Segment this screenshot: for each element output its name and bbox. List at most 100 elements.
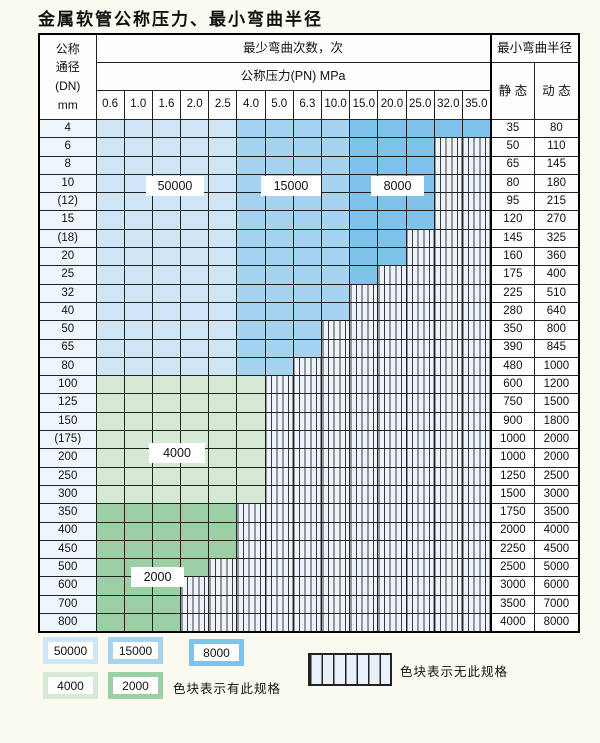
dynamic-radius-value: 640: [534, 301, 580, 322]
pn-cell-unavailable: [377, 503, 407, 523]
pn-cell-unavailable: [349, 411, 379, 432]
pn-cell-available: [236, 283, 266, 303]
pn-cell-unavailable: [405, 594, 435, 615]
pn-cell-available: [264, 265, 294, 285]
pn-cell-available: [405, 210, 435, 230]
pn-cell-available: [320, 210, 351, 230]
pn-cell-unavailable: [292, 430, 323, 450]
pn-cell-available: [264, 118, 294, 139]
pn-cell-available: [180, 283, 210, 303]
pn-cell-available: [208, 393, 238, 413]
pn-cell-available: [123, 375, 153, 395]
pn-cell-available: [349, 118, 379, 139]
pn-cell-available: [180, 247, 210, 267]
pn-cell-available: [236, 484, 266, 505]
pn-cell-available: [208, 118, 238, 139]
pn-cell-available: [377, 118, 407, 139]
static-radius-value: 145: [489, 228, 536, 249]
pn-cell-unavailable: [264, 393, 294, 413]
pn-cell-unavailable: [377, 576, 407, 596]
pn-cell-available: [95, 210, 125, 230]
table-row: 100 600 1200: [38, 375, 580, 395]
pn-cell-available: [123, 539, 153, 560]
pn-cell-available: [236, 466, 266, 486]
pn-cell-unavailable: [433, 356, 463, 377]
pn-cell-available: [320, 155, 351, 175]
pn-cell-available: [208, 448, 238, 468]
pn-cell-unavailable: [461, 375, 492, 395]
pn-cell-available: [208, 356, 238, 377]
cycle-label-15000: 15000: [261, 176, 321, 196]
pn-cell-unavailable: [320, 521, 351, 541]
dn-cell: 50: [38, 320, 97, 340]
legend-swatch-label: 8000: [194, 644, 239, 661]
pn-cell-unavailable: [236, 576, 266, 596]
pn-cell-available: [95, 375, 125, 395]
pn-cell-available: [320, 228, 351, 249]
dynamic-radius-value: 270: [534, 210, 580, 230]
pn-cell-unavailable: [292, 503, 323, 523]
pn-cell-available: [349, 192, 379, 212]
dynamic-radius-value: 400: [534, 265, 580, 285]
table-row: 50 350 800: [38, 320, 580, 340]
dynamic-radius-value: 80: [534, 118, 580, 139]
pn-cell-available: [123, 265, 153, 285]
pn-column-header: 0.6: [95, 90, 125, 120]
pn-cell-unavailable: [377, 484, 407, 505]
legend-swatch-2000: 2000: [108, 672, 163, 699]
static-radius-value: 120: [489, 210, 536, 230]
table-row: 4 35 80: [38, 118, 580, 139]
pn-cell-available: [208, 375, 238, 395]
table-row: 25 175 400: [38, 265, 580, 285]
pn-cell-unavailable: [405, 503, 435, 523]
dynamic-radius-value: 180: [534, 173, 580, 194]
radius-header: 最小弯曲半径: [489, 33, 580, 63]
pn-cell-unavailable: [264, 594, 294, 615]
pn-cell-unavailable: [349, 503, 379, 523]
pn-cell-available: [180, 411, 210, 432]
dynamic-radius-value: 4500: [534, 539, 580, 560]
static-radius-value: 1000: [489, 448, 536, 468]
pn-cell-available: [151, 118, 182, 139]
pn-cell-unavailable: [349, 558, 379, 578]
pn-column-header: 10.0: [320, 90, 351, 120]
pn-cell-available: [236, 265, 266, 285]
pn-cell-unavailable: [208, 594, 238, 615]
pn-cell-unavailable: [405, 393, 435, 413]
dn-cell: 150: [38, 411, 97, 432]
pn-cell-unavailable: [349, 338, 379, 358]
pn-cell-unavailable: [433, 539, 463, 560]
pn-cell-unavailable: [433, 173, 463, 194]
pn-cell-available: [292, 320, 323, 340]
pn-cell-available: [264, 301, 294, 322]
dn-cell: 8: [38, 155, 97, 175]
pn-cell-available: [95, 576, 125, 596]
dn-cell: 200: [38, 448, 97, 468]
cycle-label-4000: 4000: [149, 443, 205, 463]
pn-cell-available: [349, 265, 379, 285]
pn-cell-unavailable: [433, 393, 463, 413]
pn-cell-available: [180, 265, 210, 285]
pn-cell-available: [292, 210, 323, 230]
pn-cell-available: [123, 320, 153, 340]
pn-cell-available: [151, 265, 182, 285]
pn-cell-available: [95, 393, 125, 413]
pn-column-header: 1.0: [123, 90, 153, 120]
pn-cell-unavailable: [405, 576, 435, 596]
legend-swatch-15000: 15000: [108, 637, 163, 664]
pn-cell-available: [264, 210, 294, 230]
pn-cell-available: [208, 137, 238, 157]
cycle-label-2000: 2000: [131, 567, 184, 587]
dynamic-header: 动 态: [534, 62, 580, 120]
pn-cell-available: [208, 484, 238, 505]
dn-cell: 10: [38, 173, 97, 194]
pn-cell-unavailable: [349, 613, 379, 633]
dynamic-radius-value: 145: [534, 155, 580, 175]
pn-cell-unavailable: [405, 228, 435, 249]
static-radius-value: 390: [489, 338, 536, 358]
pn-cell-available: [236, 411, 266, 432]
pn-cell-unavailable: [264, 484, 294, 505]
pn-cell-unavailable: [349, 539, 379, 560]
pn-cell-unavailable: [433, 375, 463, 395]
pn-cell-available: [95, 338, 125, 358]
